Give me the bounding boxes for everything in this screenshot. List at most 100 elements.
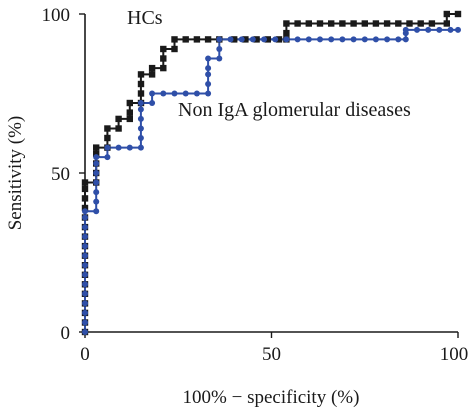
point-non-iga-20: [93, 154, 100, 161]
point-non-iga-14: [93, 208, 100, 215]
point-non-iga-6: [82, 271, 88, 278]
point-non-iga-23: [115, 144, 122, 151]
point-hcs-26: [115, 115, 122, 123]
point-non-iga-17: [93, 179, 100, 186]
series-layer: [81, 10, 462, 336]
point-hcs-31: [137, 90, 145, 97]
point-hcs-14: [81, 195, 89, 202]
point-non-iga-60: [395, 36, 402, 43]
point-non-iga-64: [414, 26, 420, 33]
point-non-iga-48: [261, 36, 267, 43]
point-non-iga-51: [294, 36, 301, 43]
point-non-iga-35: [182, 90, 189, 97]
point-hcs-37: [160, 55, 167, 62]
series-line-hcs: [84, 13, 458, 332]
point-hcs-34: [148, 71, 156, 78]
point-hcs-57: [339, 20, 346, 27]
point-hcs-24: [104, 125, 111, 132]
point-non-iga-32: [149, 90, 156, 97]
point-hcs-36: [160, 64, 167, 72]
y-tick-label-0: 0: [61, 323, 71, 344]
point-hcs-61: [383, 20, 391, 27]
point-hcs-47: [253, 36, 260, 43]
point-non-iga-44: [216, 36, 223, 43]
point-hcs-52: [283, 20, 290, 27]
point-non-iga-46: [238, 36, 245, 43]
point-hcs-49: [275, 36, 283, 43]
point-hcs-33: [137, 71, 145, 78]
point-hcs-53: [294, 20, 301, 27]
point-hcs-20: [93, 150, 100, 158]
point-non-iga-49: [272, 36, 279, 43]
point-non-iga-50: [283, 36, 290, 43]
point-non-iga-11: [82, 224, 88, 231]
point-hcs-15: [81, 185, 89, 193]
point-hcs-58: [350, 20, 357, 27]
point-non-iga-24: [126, 144, 133, 151]
point-non-iga-7: [82, 262, 88, 269]
point-non-iga-22: [104, 144, 111, 151]
point-hcs-16: [81, 179, 89, 186]
point-non-iga-0: [82, 329, 88, 335]
point-non-iga-38: [205, 81, 212, 87]
point-hcs-59: [361, 20, 368, 27]
point-non-iga-63: [402, 26, 409, 33]
point-non-iga-28: [137, 115, 144, 122]
point-non-iga-18: [93, 170, 100, 176]
point-non-iga-66: [436, 26, 443, 33]
point-non-iga-57: [361, 36, 368, 43]
point-non-iga-21: [104, 154, 111, 161]
point-hcs-65: [428, 20, 436, 27]
y-axis-label: Sensitivity (%): [5, 116, 26, 231]
point-non-iga-15: [93, 198, 100, 205]
annotation-hcs: HCs: [127, 7, 163, 29]
y-tick-label-50: 50: [51, 164, 70, 185]
x-tick-label-0: 0: [80, 344, 90, 365]
point-hcs-45: [231, 36, 238, 43]
point-non-iga-10: [82, 233, 88, 240]
point-hcs-60: [372, 20, 380, 27]
point-hcs-27: [126, 115, 133, 123]
point-hcs-56: [328, 20, 335, 27]
point-hcs-66: [443, 20, 450, 27]
point-non-iga-8: [82, 252, 88, 259]
x-tick-label-100: 100: [440, 344, 469, 365]
point-non-iga-52: [305, 36, 312, 43]
point-non-iga-39: [205, 71, 212, 78]
point-non-iga-29: [137, 106, 144, 113]
point-hcs-21: [93, 144, 100, 151]
point-non-iga-37: [205, 90, 212, 97]
annotation-non-iga: Non IgA glomerular diseases: [178, 99, 411, 121]
point-hcs-32: [137, 80, 145, 88]
point-hcs-43: [204, 36, 212, 43]
point-non-iga-26: [137, 135, 144, 141]
point-non-iga-54: [328, 36, 335, 43]
point-hcs-54: [305, 20, 312, 27]
point-hcs-29: [126, 99, 133, 107]
point-hcs-62: [395, 20, 402, 27]
point-non-iga-36: [193, 90, 200, 97]
point-hcs-67: [443, 10, 450, 18]
point-non-iga-30: [137, 100, 144, 106]
point-non-iga-31: [149, 100, 156, 106]
x-tick-label-50: 50: [262, 344, 281, 365]
point-non-iga-2: [82, 309, 88, 316]
x-axis-label: 100% − specificity (%): [183, 387, 360, 408]
point-non-iga-4: [82, 290, 88, 297]
point-non-iga-61: [402, 36, 409, 43]
point-hcs-39: [171, 45, 178, 53]
point-hcs-40: [171, 36, 178, 43]
point-non-iga-19: [93, 160, 100, 167]
point-non-iga-16: [93, 189, 100, 196]
point-hcs-35: [148, 64, 156, 72]
point-hcs-63: [406, 20, 413, 27]
point-non-iga-5: [82, 281, 88, 288]
point-hcs-42: [193, 36, 201, 43]
point-non-iga-55: [339, 36, 346, 43]
point-hcs-41: [182, 36, 189, 43]
point-non-iga-47: [249, 36, 256, 43]
point-non-iga-42: [216, 55, 223, 62]
point-hcs-55: [316, 20, 324, 27]
point-non-iga-67: [447, 26, 454, 33]
